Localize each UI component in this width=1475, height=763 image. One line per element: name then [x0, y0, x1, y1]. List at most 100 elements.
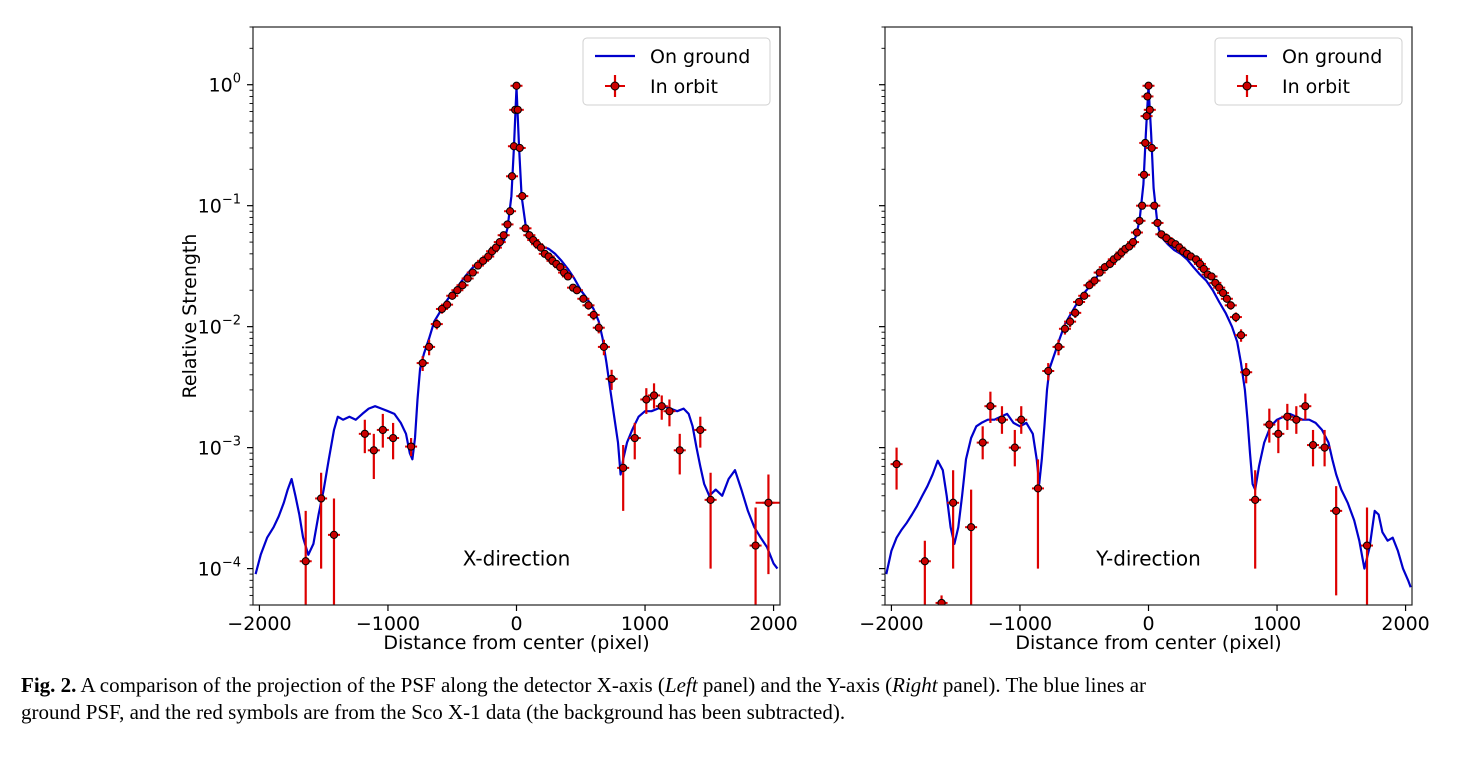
data-point-in-orbit — [1226, 301, 1235, 310]
plot-area — [253, 27, 780, 605]
data-point-in-orbit — [696, 425, 705, 435]
data-point-in-orbit — [1236, 331, 1246, 340]
x-tick-label: −1000 — [356, 613, 420, 635]
data-point-in-orbit — [473, 261, 483, 270]
data-point-in-orbit — [499, 231, 508, 240]
data-point-in-orbit — [1142, 112, 1151, 121]
data-point-in-orbit — [978, 438, 987, 447]
data-point-in-orbit — [579, 294, 588, 303]
data-point-in-orbit — [301, 557, 310, 566]
caption-text-1: A comparison of the projection of the PS… — [76, 673, 665, 697]
caption-right: Right — [892, 673, 938, 697]
data-point-in-orbit — [515, 143, 524, 153]
y-tick-label: 10−4 — [198, 556, 241, 581]
y-tick-exponent: 0 — [233, 72, 241, 87]
data-point-in-orbit — [607, 374, 616, 383]
data-point-in-orbit — [478, 256, 488, 265]
x-tick-label: −1000 — [988, 613, 1052, 635]
x-tick-label: −2000 — [227, 613, 291, 635]
data-point-in-orbit — [967, 523, 976, 532]
data-point-in-orbit — [1143, 92, 1152, 101]
x-tick-label: 0 — [1142, 613, 1154, 635]
x-tick-label: 2000 — [749, 613, 797, 635]
data-point-in-orbit — [1090, 276, 1099, 285]
data-point-in-orbit — [378, 425, 387, 435]
data-point-in-orbit — [1332, 506, 1341, 515]
y-tick-base: 10 — [198, 559, 222, 581]
data-point-in-orbit — [1145, 105, 1154, 114]
data-point-in-orbit — [448, 291, 457, 300]
data-point-in-orbit — [1074, 297, 1084, 307]
panel-x-direction: −2000 −1000 0 1000 200010010−110−210−310−4Re… — [179, 26, 798, 654]
legend-swatch-in-orbit — [610, 81, 620, 91]
legend: On ground In orbit — [1214, 37, 1403, 106]
data-point-in-orbit — [563, 272, 573, 281]
data-point-in-orbit — [630, 433, 639, 443]
x-tick-label: 1000 — [621, 613, 669, 635]
data-point-in-orbit — [317, 494, 326, 503]
data-point-in-orbit — [491, 243, 501, 252]
data-point-in-orbit — [937, 598, 946, 605]
data-point-in-orbit — [329, 530, 339, 539]
y-tick-base: 10 — [209, 75, 233, 97]
data-point-in-orbit — [468, 268, 477, 277]
data-point-in-orbit — [453, 286, 462, 295]
data-point-in-orbit — [584, 301, 593, 310]
x-axis-label: Distance from center (pixel) — [383, 632, 649, 654]
data-point-in-orbit — [1362, 541, 1372, 550]
y-tick-exponent: −4 — [222, 556, 241, 571]
data-point-in-orbit — [507, 172, 517, 181]
legend-label-in-orbit: In orbit — [650, 76, 718, 98]
x-tick-label: 2000 — [1381, 613, 1429, 635]
caption-text-2: panel) and the Y-axis ( — [697, 673, 893, 697]
data-point-in-orbit — [432, 319, 441, 329]
data-point-in-orbit — [437, 304, 447, 314]
data-point-in-orbit — [1033, 484, 1043, 493]
legend: On ground In orbit — [582, 37, 771, 106]
data-point-in-orbit — [518, 192, 527, 201]
y-tick-base: 10 — [198, 438, 222, 460]
legend-label-on-ground: On ground — [1282, 46, 1382, 68]
data-point-in-orbit — [360, 429, 369, 438]
legend-box — [1214, 37, 1403, 106]
figure: −2000 −1000 0 1000 200010010−110−210−310−4Re… — [179, 26, 1430, 654]
data-point-in-orbit — [1139, 170, 1149, 179]
data-point-in-orbit — [1218, 288, 1228, 298]
caption-text-4: ground PSF, and the red symbols are from… — [21, 700, 846, 724]
plot-content — [254, 81, 780, 605]
data-point-in-orbit — [1085, 281, 1094, 290]
data-point-in-orbit — [619, 463, 628, 472]
data-point-in-orbit — [1144, 81, 1153, 90]
data-point-in-orbit — [1128, 237, 1138, 247]
data-point-in-orbit — [1010, 443, 1019, 452]
data-point-in-orbit — [594, 323, 603, 332]
data-point-in-orbit — [424, 342, 434, 352]
data-point-in-orbit — [1274, 429, 1283, 438]
data-point-in-orbit — [642, 395, 651, 404]
data-point-in-orbit — [521, 224, 530, 233]
data-point-in-orbit — [1308, 440, 1318, 450]
data-point-in-orbit — [657, 402, 666, 411]
data-point-in-orbit — [675, 446, 684, 455]
x-axis-label: Distance from center (pixel) — [1015, 632, 1281, 654]
data-point-in-orbit — [920, 557, 929, 566]
data-point-in-orbit — [1132, 228, 1142, 237]
data-point-in-orbit — [1199, 264, 1208, 274]
data-point-in-orbit — [1231, 312, 1241, 322]
data-point-in-orbit — [463, 274, 472, 283]
caption-text-3: panel). The blue lines ar — [937, 673, 1147, 697]
data-point-in-orbit — [1251, 495, 1260, 504]
y-tick-base: 10 — [198, 196, 222, 218]
data-point-in-orbit — [751, 541, 760, 550]
data-point-in-orbit — [589, 310, 598, 320]
caption-left: Left — [664, 673, 698, 697]
data-point-in-orbit — [949, 498, 958, 507]
data-point-in-orbit — [505, 207, 515, 216]
data-point-in-orbit — [512, 81, 521, 90]
data-point-in-orbit — [892, 460, 901, 469]
legend-label-on-ground: On ground — [650, 46, 750, 68]
data-point-in-orbit — [1207, 272, 1216, 281]
y-tick-label: 10−2 — [198, 314, 241, 339]
data-point-in-orbit — [369, 446, 378, 455]
data-point-in-orbit — [1054, 342, 1063, 352]
